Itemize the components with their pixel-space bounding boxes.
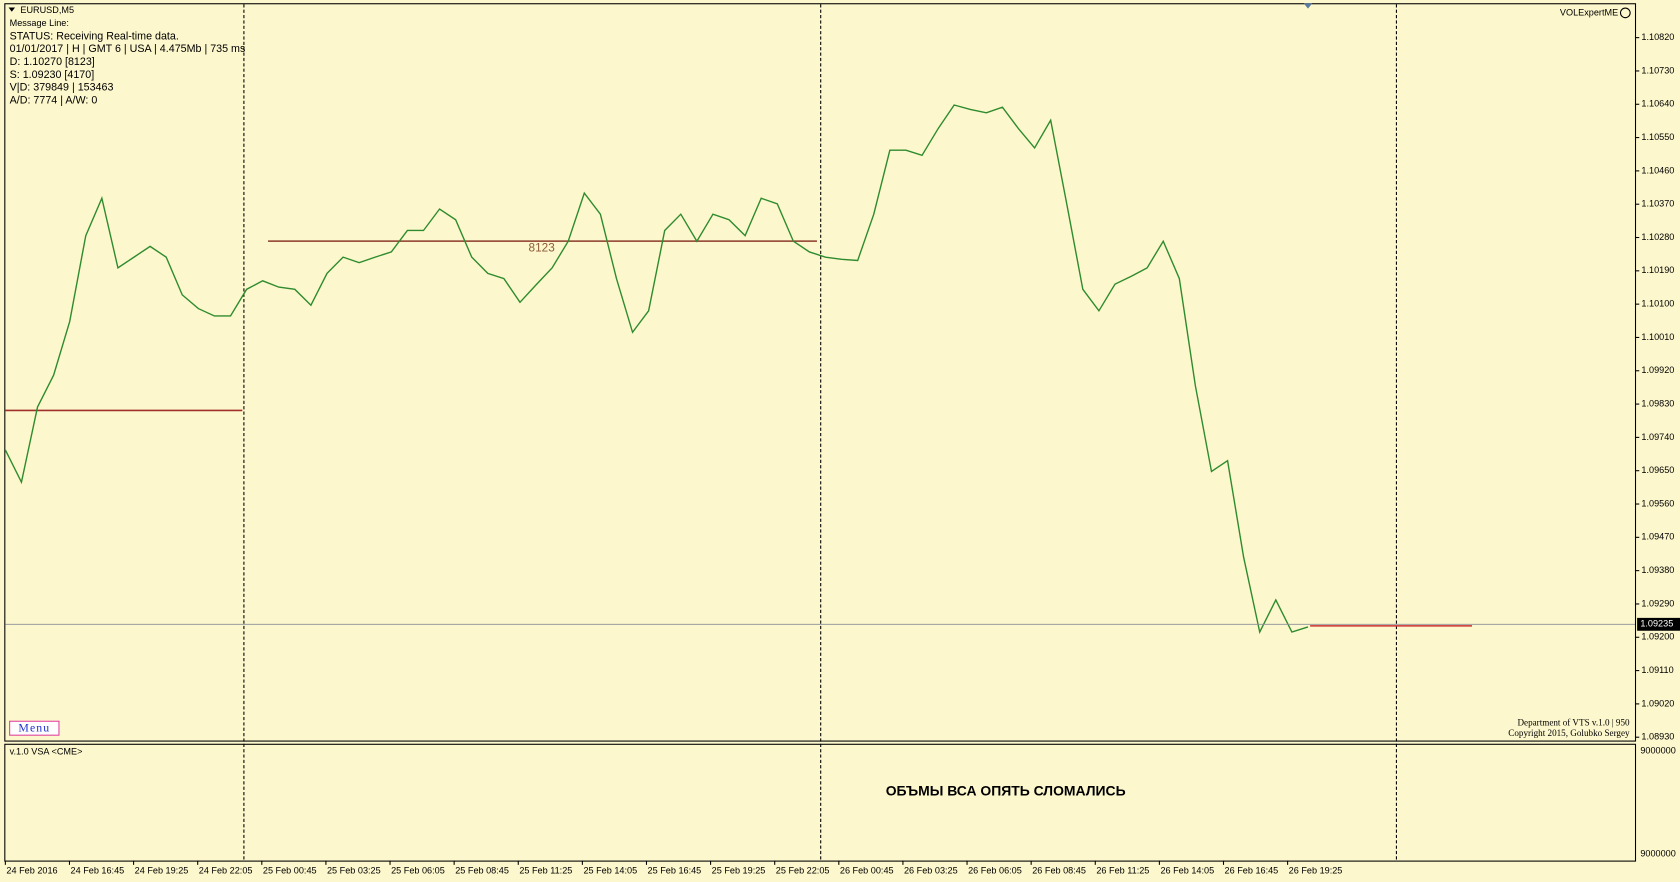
x-tick-label: 25 Feb 00:45	[263, 866, 317, 876]
y-tick-label: 1.10820	[1641, 32, 1674, 42]
indicator-name: v.1.0 VSA <CME>	[10, 747, 83, 757]
x-tick-label: 25 Feb 08:45	[455, 866, 509, 876]
info-line: A/D: 7774 | A/W: 0	[10, 95, 98, 107]
y-tick-label: 1.08930	[1641, 732, 1674, 742]
y-tick-label: 1.09020	[1641, 698, 1674, 708]
x-tick-label: 26 Feb 08:45	[1032, 866, 1086, 876]
menu-button[interactable]	[9, 720, 60, 736]
footer-line: Copyright 2015, Golubko Sergey	[1508, 728, 1630, 738]
expert-icon[interactable]	[1619, 7, 1631, 19]
y-tick-label: 1.10730	[1641, 65, 1674, 75]
x-tick-label: 25 Feb 14:05	[583, 866, 637, 876]
y-tick-label: 1.09650	[1641, 465, 1674, 475]
x-tick-label: 26 Feb 06:05	[968, 866, 1022, 876]
y-tick-label: 1.09110	[1641, 665, 1673, 675]
x-tick-label: 25 Feb 16:45	[648, 866, 702, 876]
x-tick-label: 24 Feb 16:45	[71, 866, 125, 876]
current-price-box	[1637, 617, 1680, 631]
y-tick-label: 1.09200	[1641, 632, 1674, 642]
x-tick-label: 26 Feb 16:45	[1225, 866, 1279, 876]
y-tick-label: 1.10100	[1641, 299, 1674, 309]
y-tick-label: 1.09560	[1641, 498, 1674, 508]
expert-name: VOLExpertME	[1560, 7, 1618, 17]
dropdown-icon[interactable]	[8, 7, 16, 12]
x-tick-label: 26 Feb 00:45	[840, 866, 894, 876]
y-tick-label: 1.10640	[1641, 99, 1674, 109]
period-separators	[243, 4, 1397, 861]
x-tick-label: 24 Feb 19:25	[135, 866, 189, 876]
info-line: STATUS: Receiving Real-time data.	[10, 30, 179, 42]
y-tick-label: 1.09830	[1641, 398, 1674, 408]
y-tick-label: 1.10460	[1641, 165, 1674, 175]
y-tick-label: 1.09920	[1641, 365, 1674, 375]
x-tick-label: 24 Feb 22:05	[199, 866, 253, 876]
symbol-title: EURUSD,M5	[20, 5, 74, 15]
info-line: V|D: 379849 | 153463	[10, 82, 114, 94]
info-line: 01/01/2017 | H | GMT 6 | USA | 4.475Mb |…	[10, 43, 246, 55]
annotation: ОБЪМЫ ВСА ОПЯТЬ СЛОМАЛИСЬ	[886, 783, 1126, 799]
y-tick-label: 1.09470	[1641, 532, 1674, 542]
x-tick-label: 26 Feb 19:25	[1289, 866, 1343, 876]
x-tick-label: 25 Feb 22:05	[776, 866, 830, 876]
menu-label[interactable]: Menu	[18, 720, 50, 734]
x-tick-label: 26 Feb 14:05	[1160, 866, 1214, 876]
level-label: 8123	[529, 242, 556, 255]
y-tick-label: 1.09290	[1641, 598, 1674, 608]
price-line	[4, 104, 1309, 635]
x-tick-label: 26 Feb 03:25	[904, 866, 958, 876]
x-tick-label: 26 Feb 11:25	[1096, 866, 1149, 876]
info-panel: Message Line: STATUS: Receiving Real-time…	[10, 18, 246, 107]
info-line: Message Line:	[10, 18, 69, 28]
x-tick-label: 25 Feb 11:25	[519, 866, 572, 876]
info-line: D: 1.10270 [8123]	[10, 56, 95, 68]
y-tick-label: 1.09740	[1641, 432, 1674, 442]
y-tick-label: 1.10280	[1641, 232, 1674, 242]
x-tick-label: 25 Feb 19:25	[712, 866, 766, 876]
y-tick-label: 1.10550	[1641, 132, 1674, 142]
current-price-label: 1.09235	[1640, 619, 1673, 629]
y-tick-label: 1.09380	[1641, 565, 1674, 575]
footer-line: Department of VTS v.1.0 | 950	[1517, 717, 1630, 727]
y-tick-label: 1.10370	[1641, 199, 1674, 209]
indicator-axis-label: 9000000	[1640, 849, 1675, 859]
x-tick-label: 24 Feb 2016	[6, 866, 57, 876]
y-tick-label: 1.10190	[1641, 265, 1674, 275]
y-tick-label: 1.10010	[1641, 332, 1674, 342]
x-tick-label: 25 Feb 06:05	[391, 866, 445, 876]
indicator-axis-label: 9000000	[1640, 746, 1675, 756]
x-tick-label: 25 Feb 03:25	[327, 866, 381, 876]
shift-marker	[1303, 3, 1313, 9]
info-line: S: 1.09230 [4170]	[10, 69, 95, 81]
